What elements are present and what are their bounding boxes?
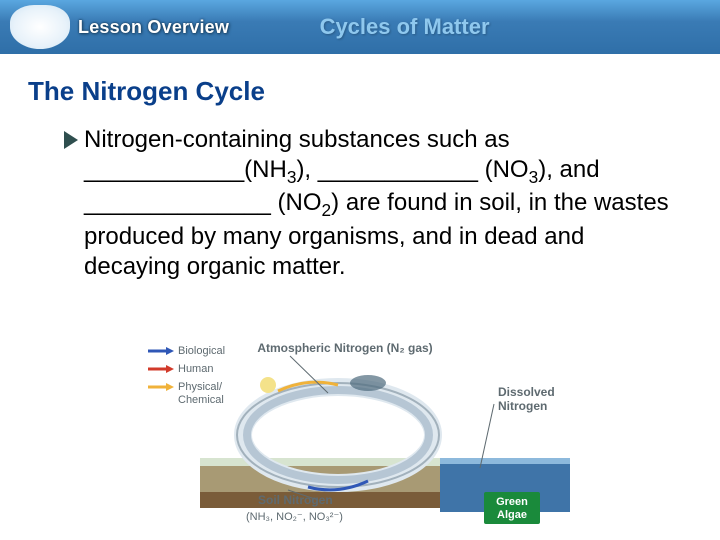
p-f1o: (NH	[244, 156, 287, 183]
svg-text:Physical/: Physical/	[178, 381, 223, 393]
svg-text:Green: Green	[496, 496, 528, 508]
p-f1s: 3	[287, 167, 297, 187]
nitrogen-cycle-svg: Atmospheric Nitrogen (N₂ gas) DissolvedNi…	[140, 340, 570, 535]
nitrogen-cycle-diagram: Atmospheric Nitrogen (N₂ gas) DissolvedNi…	[140, 340, 570, 535]
header-decor-polar	[10, 5, 70, 49]
p-lead: Nitrogen-containing substances such as	[84, 126, 510, 153]
svg-text:Human: Human	[178, 363, 213, 375]
p-f3o: (NO	[271, 189, 322, 216]
svg-text:Dissolved: Dissolved	[498, 385, 555, 399]
section-title: The Nitrogen Cycle	[28, 76, 720, 107]
slide-header: Lesson Overview Cycles of Matter	[0, 0, 720, 54]
p-f2c: ), and	[538, 156, 599, 183]
svg-text:Biological: Biological	[178, 345, 225, 357]
lesson-overview-label: Lesson Overview	[78, 17, 229, 38]
p-blank1: ____________	[84, 156, 244, 183]
body-block: Nitrogen-containing substances such as _…	[64, 125, 676, 282]
p-f2s: 3	[529, 167, 539, 187]
p-f1c: ),	[296, 156, 317, 183]
p-blank2: ____________	[318, 156, 478, 183]
body-paragraph: Nitrogen-containing substances such as _…	[84, 125, 676, 282]
svg-text:Soil Nitrogen: Soil Nitrogen	[258, 493, 333, 507]
p-f3s: 2	[322, 200, 332, 220]
svg-text:Atmospheric Nitrogen (N₂ gas): Atmospheric Nitrogen (N₂ gas)	[257, 341, 432, 355]
svg-text:Nitrogen: Nitrogen	[498, 399, 547, 413]
chevron-icon	[64, 131, 78, 149]
svg-text:Chemical: Chemical	[178, 394, 224, 406]
svg-text:Algae: Algae	[497, 509, 527, 521]
p-f2o: (NO	[478, 156, 529, 183]
p-blank3: ______________	[84, 189, 271, 216]
svg-text:(NH₃, NO₂⁻, NO₃²⁻): (NH₃, NO₂⁻, NO₃²⁻)	[246, 511, 343, 523]
chapter-title: Cycles of Matter	[229, 14, 720, 40]
